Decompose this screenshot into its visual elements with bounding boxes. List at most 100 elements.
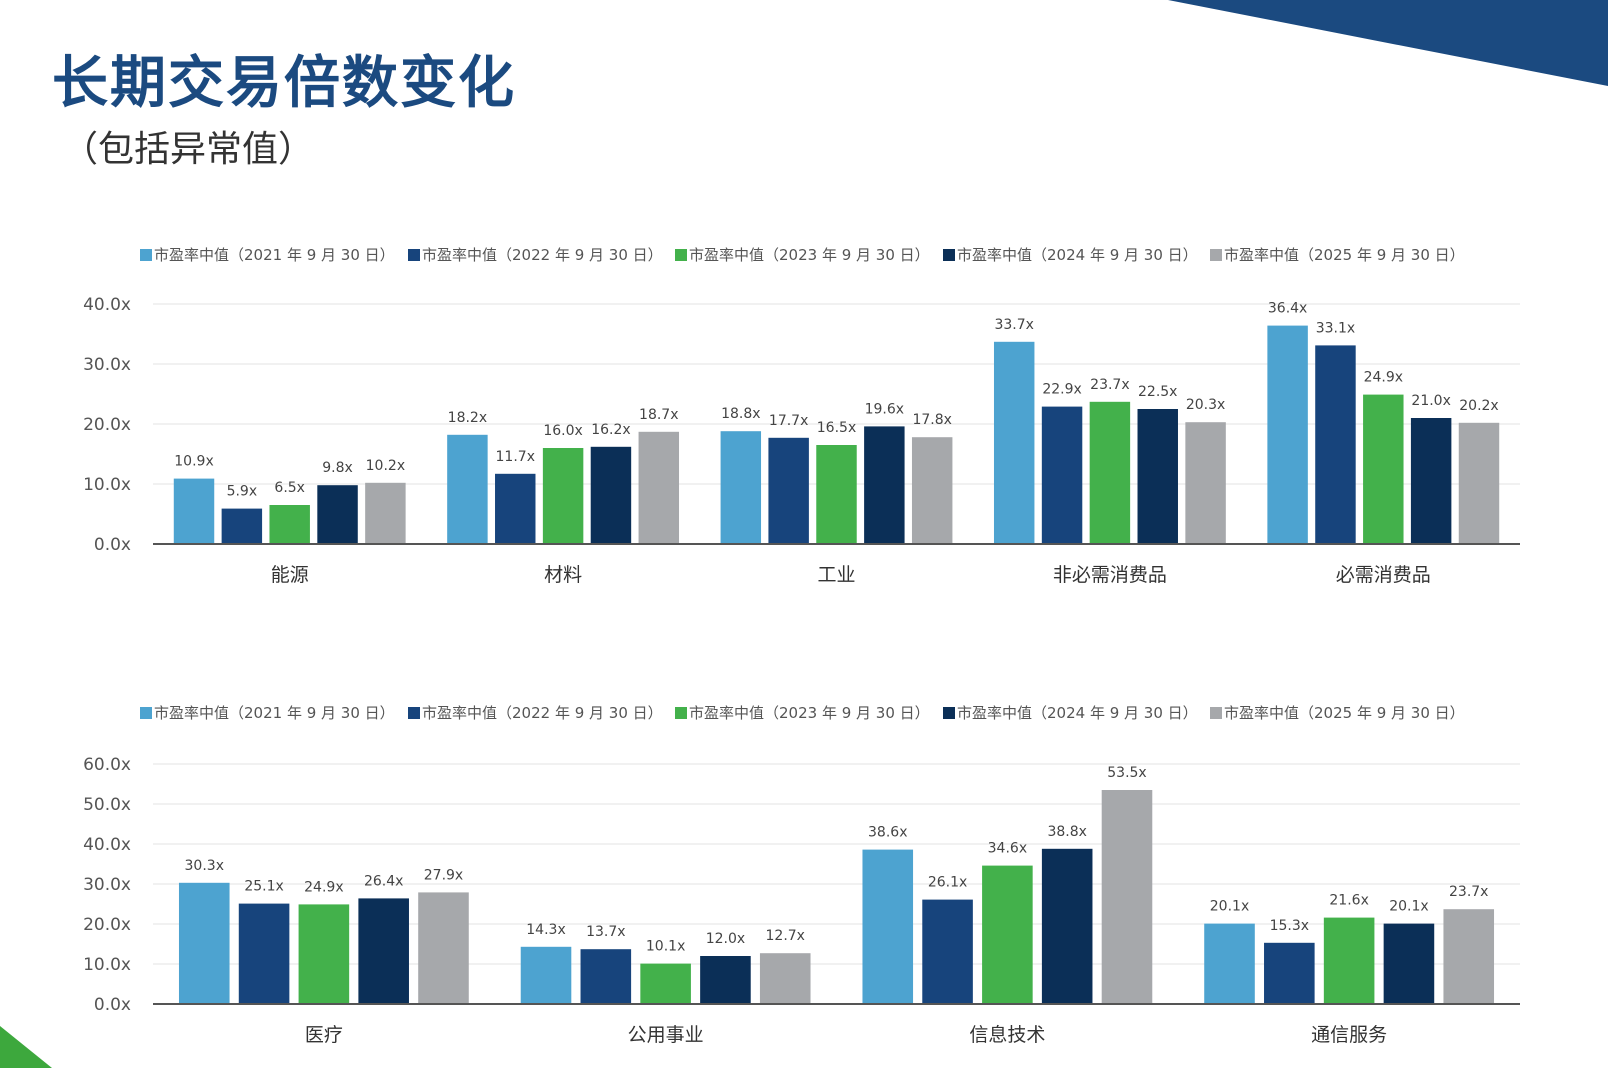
data-label: 17.8x bbox=[912, 412, 951, 428]
legend-swatch bbox=[675, 707, 687, 719]
y-tick-label: 20.0x bbox=[83, 415, 131, 435]
legend-label: 市盈率中值（2023 年 9 月 30 日） bbox=[689, 246, 930, 264]
data-label: 38.8x bbox=[1047, 824, 1086, 840]
bar bbox=[269, 505, 310, 544]
y-tick-label: 10.0x bbox=[83, 475, 131, 495]
data-label: 22.9x bbox=[1042, 382, 1081, 398]
data-label: 18.8x bbox=[721, 406, 760, 422]
data-label: 34.6x bbox=[988, 841, 1027, 857]
category-label: 材料 bbox=[544, 564, 582, 586]
data-label: 9.8x bbox=[322, 460, 353, 476]
legend-label: 市盈率中值（2022 年 9 月 30 日） bbox=[422, 246, 663, 264]
category-label: 必需消费品 bbox=[1336, 564, 1431, 586]
bar bbox=[864, 426, 905, 544]
data-label: 17.7x bbox=[769, 413, 808, 429]
data-label: 27.9x bbox=[424, 867, 463, 883]
y-tick-label: 10.0x bbox=[83, 955, 131, 975]
data-label: 36.4x bbox=[1268, 301, 1307, 317]
data-label: 20.1x bbox=[1389, 899, 1428, 915]
bar bbox=[922, 899, 973, 1004]
data-label: 21.6x bbox=[1329, 893, 1368, 909]
pe-chart-sectors-1: 市盈率中值（2021 年 9 月 30 日） 市盈率中值（2022 年 9 月 3… bbox=[83, 246, 1520, 586]
bar bbox=[542, 448, 584, 544]
legend-swatch bbox=[675, 249, 687, 261]
bar bbox=[590, 446, 632, 544]
data-label: 10.2x bbox=[366, 458, 405, 474]
legend-swatch bbox=[408, 707, 420, 719]
bar bbox=[1323, 917, 1375, 1004]
data-label: 14.3x bbox=[526, 922, 565, 938]
bar bbox=[358, 898, 409, 1004]
data-label: 6.5x bbox=[274, 480, 305, 496]
legend-swatch bbox=[1210, 707, 1222, 719]
bar bbox=[1137, 409, 1178, 544]
bar bbox=[862, 849, 914, 1004]
bar bbox=[447, 434, 488, 544]
bar bbox=[1315, 345, 1356, 544]
data-label: 5.9x bbox=[227, 484, 258, 500]
bar bbox=[1383, 923, 1435, 1004]
data-label: 16.2x bbox=[591, 422, 630, 438]
bar bbox=[520, 946, 572, 1004]
data-label: 21.0x bbox=[1411, 393, 1450, 409]
bar bbox=[982, 865, 1033, 1004]
bar bbox=[640, 963, 691, 1004]
legend-swatch bbox=[1210, 249, 1222, 261]
category-label: 非必需消费品 bbox=[1053, 564, 1167, 586]
data-label: 26.1x bbox=[928, 875, 967, 891]
bar bbox=[1089, 401, 1131, 544]
legend-label: 市盈率中值（2024 年 9 月 30 日） bbox=[957, 246, 1198, 264]
bar bbox=[1410, 418, 1452, 544]
legend-label: 市盈率中值（2025 年 9 月 30 日） bbox=[1224, 704, 1465, 722]
y-tick-label: 30.0x bbox=[83, 875, 131, 895]
bar bbox=[178, 882, 230, 1004]
y-tick-label: 40.0x bbox=[83, 835, 131, 855]
data-label: 26.4x bbox=[364, 873, 403, 889]
legend-label: 市盈率中值（2021 年 9 月 30 日） bbox=[154, 246, 395, 264]
bar bbox=[1363, 394, 1404, 544]
legend-label: 市盈率中值（2021 年 9 月 30 日） bbox=[154, 704, 395, 722]
page-title: 长期交易倍数变化 bbox=[52, 51, 516, 116]
data-label: 16.0x bbox=[543, 423, 582, 439]
data-label: 23.7x bbox=[1449, 884, 1488, 900]
bar bbox=[1267, 325, 1308, 544]
y-tick-label: 0.0x bbox=[94, 535, 131, 555]
data-label: 18.7x bbox=[639, 407, 678, 423]
data-label: 24.9x bbox=[1364, 370, 1403, 386]
bar bbox=[1041, 406, 1083, 544]
data-label: 30.3x bbox=[185, 858, 224, 874]
bar bbox=[911, 437, 953, 544]
data-label: 12.7x bbox=[766, 928, 805, 944]
legend-label: 市盈率中值（2023 年 9 月 30 日） bbox=[689, 704, 930, 722]
data-label: 10.9x bbox=[174, 454, 213, 470]
bar bbox=[700, 956, 751, 1004]
bar bbox=[365, 482, 406, 544]
bar bbox=[317, 485, 358, 544]
data-label: 53.5x bbox=[1107, 765, 1146, 781]
data-label: 13.7x bbox=[586, 924, 625, 940]
legend-swatch bbox=[943, 249, 955, 261]
data-label: 12.0x bbox=[706, 931, 745, 947]
category-label: 公用事业 bbox=[628, 1024, 704, 1046]
bar bbox=[495, 473, 536, 544]
y-tick-label: 0.0x bbox=[94, 995, 131, 1015]
data-label: 11.7x bbox=[496, 449, 535, 465]
y-tick-label: 40.0x bbox=[83, 295, 131, 315]
data-label: 16.5x bbox=[817, 420, 856, 436]
bar bbox=[720, 431, 762, 544]
legend-label: 市盈率中值（2024 年 9 月 30 日） bbox=[957, 704, 1198, 722]
data-label: 24.9x bbox=[304, 879, 343, 895]
legend-swatch bbox=[408, 249, 420, 261]
data-label: 15.3x bbox=[1270, 918, 1309, 934]
pe-chart-sectors-2: 市盈率中值（2021 年 9 月 30 日） 市盈率中值（2022 年 9 月 3… bbox=[83, 704, 1520, 1046]
data-label: 10.1x bbox=[646, 939, 685, 955]
data-label: 33.7x bbox=[994, 317, 1033, 333]
legend-swatch bbox=[140, 249, 152, 261]
data-label: 38.6x bbox=[868, 825, 907, 841]
category-label: 工业 bbox=[817, 564, 855, 586]
legend-label: 市盈率中值（2022 年 9 月 30 日） bbox=[422, 704, 663, 722]
bar bbox=[1185, 422, 1226, 544]
bar bbox=[173, 478, 215, 544]
legend-swatch bbox=[943, 707, 955, 719]
y-tick-label: 20.0x bbox=[83, 915, 131, 935]
